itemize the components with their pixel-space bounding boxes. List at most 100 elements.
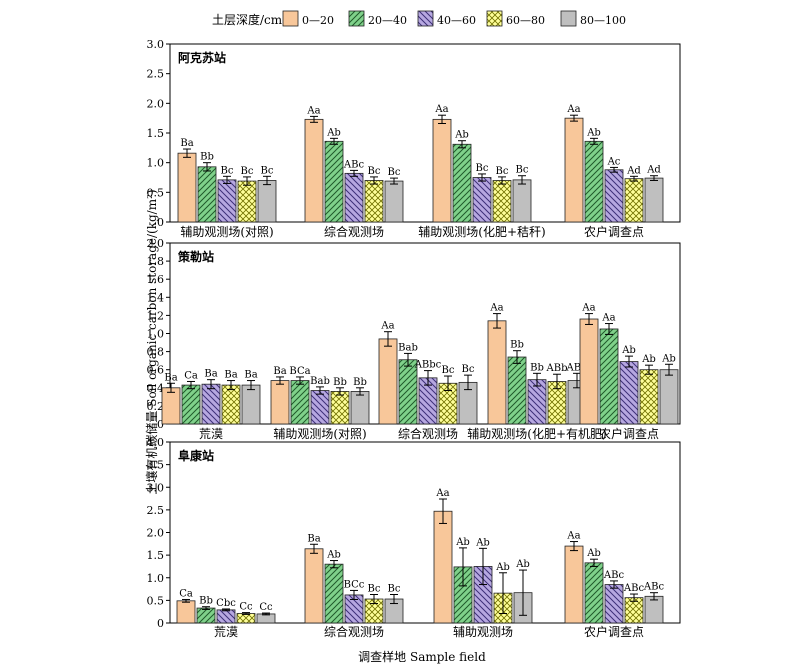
y-tick-label: 2.5 — [147, 68, 165, 81]
legend-label-2: 40—60 — [437, 14, 476, 27]
category-label: 辅助观测场(对照) — [273, 427, 366, 441]
significance-label: Aa — [566, 531, 580, 542]
significance-label: Ab — [515, 559, 530, 570]
significance-label: Ba — [307, 533, 320, 544]
y-tick-label: 0 — [157, 617, 164, 630]
legend-swatch-2 — [417, 10, 434, 27]
significance-label: Bab — [310, 376, 330, 387]
bar-1-1-0 — [270, 380, 290, 425]
y-tick-label: 1.5 — [147, 549, 165, 562]
bar-0-2-0 — [432, 118, 452, 223]
bar-0-3-0 — [564, 117, 584, 223]
panel-frame-2 — [169, 441, 681, 624]
significance-label: Aa — [566, 104, 580, 115]
category-label: 综合观测场 — [398, 426, 458, 441]
significance-label: Ab — [475, 537, 490, 548]
significance-label: ABc — [603, 570, 625, 581]
significance-label: Cbc — [216, 598, 236, 609]
bar-0-0-4 — [257, 180, 277, 223]
y-tick-label: 1.5 — [147, 127, 165, 140]
significance-label: ABc — [643, 582, 665, 593]
significance-label: Aa — [434, 104, 448, 115]
category-label: 综合观测场 — [324, 224, 384, 239]
significance-label: Aa — [435, 488, 449, 499]
category-label: 辅助观测场(化肥+秸秆) — [418, 225, 545, 239]
y-tick-label: 0.4 — [147, 382, 165, 395]
bar-0-2-4 — [512, 179, 532, 223]
legend-swatch-1 — [348, 10, 365, 27]
significance-label: Ad — [646, 165, 661, 176]
significance-label: Ba — [204, 369, 217, 380]
bar-2-3-0 — [564, 545, 584, 624]
y-tick-label: 3.5 — [147, 459, 165, 472]
significance-label: Ba — [273, 366, 286, 377]
bar-0-3-3 — [624, 178, 644, 223]
significance-label: Bc — [462, 364, 475, 375]
significance-label: Bb — [530, 362, 544, 373]
y-tick-label: 1.6 — [147, 273, 165, 286]
bar-1-0-3 — [221, 384, 241, 425]
significance-label: Aa — [601, 313, 615, 324]
significance-label: ABc — [343, 159, 365, 170]
bar-1-0-2 — [201, 383, 221, 425]
bar-2-0-0 — [176, 600, 196, 624]
significance-label: Bb — [333, 377, 347, 388]
significance-label: ABbc — [414, 360, 442, 371]
significance-label: Ba — [244, 370, 257, 381]
bar-0-1-4 — [384, 180, 404, 223]
bar-2-1-0 — [304, 548, 324, 624]
bar-1-0-1 — [181, 384, 201, 425]
significance-label: Bc — [368, 583, 381, 594]
bar-0-0-1 — [197, 166, 217, 223]
significance-label: Bc — [261, 165, 274, 176]
significance-label: Ba — [224, 370, 237, 381]
significance-label: Bb — [200, 152, 214, 163]
significance-label: ABb — [546, 363, 568, 374]
significance-label: Ba — [164, 372, 177, 383]
bar-2-0-1 — [196, 607, 216, 624]
category-label: 辅助观测场(化肥+有机肥) — [467, 427, 606, 441]
significance-label: Ab — [641, 354, 656, 365]
bar-2-0-3 — [236, 613, 256, 624]
y-tick-label: 1.0 — [147, 328, 165, 341]
significance-label: Ab — [455, 537, 470, 548]
y-tick-label: 1.2 — [147, 309, 165, 322]
significance-label: Aa — [306, 105, 320, 116]
significance-label: Bb — [353, 377, 367, 388]
y-tick-label: 1.8 — [147, 255, 165, 268]
legend-label-4: 80—100 — [580, 14, 626, 27]
panel-title-0: 阿克苏站 — [178, 50, 226, 65]
significance-label: Bc — [516, 165, 529, 176]
legend-swatch-4 — [560, 10, 577, 27]
bar-0-3-2 — [604, 169, 624, 223]
bar-0-3-4 — [644, 177, 664, 223]
significance-label: Bb — [510, 340, 524, 351]
y-tick-label: 0.2 — [147, 400, 165, 413]
significance-label: BCc — [344, 579, 365, 590]
legend-title: 土层深度/cm — [212, 12, 283, 27]
y-tick-label: 1.0 — [147, 157, 165, 170]
y-tick-label: 2.0 — [147, 237, 165, 250]
y-tick-label: 0.8 — [147, 346, 165, 359]
category-label: 农户调查点 — [584, 624, 644, 639]
category-label: 综合观测场 — [324, 624, 384, 639]
bar-1-1-1 — [290, 380, 310, 425]
bar-1-3-0 — [487, 320, 507, 425]
bar-0-3-1 — [584, 140, 604, 223]
y-tick-label: 3.0 — [147, 481, 165, 494]
significance-label: Cc — [239, 602, 253, 613]
y-tick-label: 2.0 — [147, 527, 165, 540]
significance-label: Ab — [326, 127, 341, 138]
significance-label: Ab — [326, 550, 341, 561]
y-tick-label: 0.5 — [147, 186, 165, 199]
bar-1-0-0 — [161, 387, 181, 425]
significance-label: Bc — [368, 166, 381, 177]
significance-label: Cc — [259, 602, 273, 613]
panel-title-1: 策勒站 — [178, 249, 214, 264]
y-tick-label: 0.6 — [147, 364, 165, 377]
bar-1-0-4 — [241, 384, 261, 425]
significance-label: ABb — [566, 362, 588, 373]
significance-label: Bb — [199, 596, 213, 607]
legend-swatch-0 — [282, 10, 299, 27]
